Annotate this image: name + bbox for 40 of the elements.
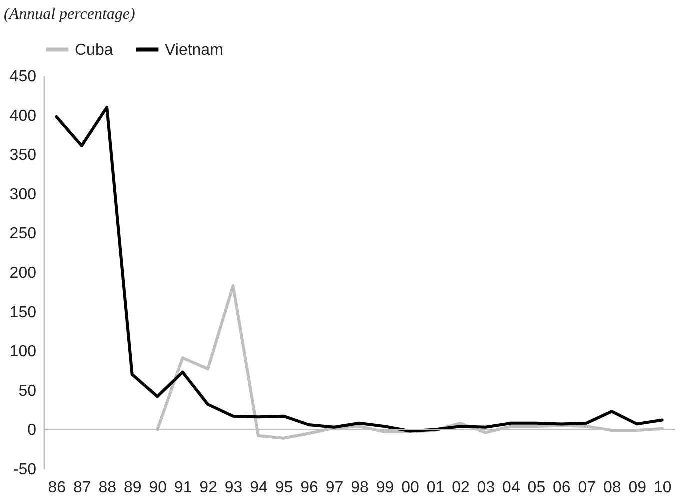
x-tick-label: 07 bbox=[578, 480, 596, 496]
x-tick-label: 91 bbox=[174, 480, 192, 496]
x-tick-label: 88 bbox=[98, 480, 117, 496]
x-tick-label: 96 bbox=[300, 480, 319, 496]
y-tick-label: 400 bbox=[10, 108, 37, 125]
legend-label: Cuba bbox=[75, 42, 114, 59]
x-tick-label: 10 bbox=[654, 480, 672, 496]
x-tick-label: 94 bbox=[250, 480, 268, 496]
x-tick-label: 93 bbox=[224, 480, 243, 496]
x-tick-label: 89 bbox=[124, 480, 142, 496]
y-tick-label: 150 bbox=[10, 304, 37, 322]
y-tick-label: 450 bbox=[10, 68, 37, 86]
x-tick-label: 97 bbox=[326, 480, 344, 496]
x-tick-label: 87 bbox=[73, 480, 92, 496]
y-tick-label: 100 bbox=[10, 344, 37, 361]
x-tick-label: 95 bbox=[275, 480, 294, 496]
x-tick-label: 04 bbox=[502, 480, 520, 496]
line-series bbox=[55, 106, 664, 433]
y-tick-label: 250 bbox=[10, 226, 37, 243]
x-tick-label: 08 bbox=[604, 480, 622, 496]
x-tick-label: 98 bbox=[351, 480, 369, 496]
legend-label: Vietnam bbox=[165, 42, 224, 59]
x-tick-label: 99 bbox=[376, 480, 394, 496]
y-tick-label: 300 bbox=[10, 186, 37, 204]
x-tick-label: 09 bbox=[628, 480, 647, 496]
y-tick-label: 50 bbox=[18, 382, 37, 400]
y-tick-label: 350 bbox=[10, 147, 37, 164]
y-tick-label: 200 bbox=[10, 265, 37, 282]
x-tick-label: 92 bbox=[200, 480, 218, 496]
x-tick-label: 03 bbox=[477, 480, 496, 496]
y-tick-label: -50 bbox=[13, 462, 37, 478]
x-tick-label: 05 bbox=[528, 480, 546, 496]
x-tick-label: 06 bbox=[553, 480, 571, 496]
x-tick-label: 86 bbox=[48, 480, 66, 496]
x-tick-label: 02 bbox=[452, 480, 470, 496]
chart-title: (Annual percentage) bbox=[4, 6, 136, 23]
x-tick-label: 01 bbox=[426, 480, 445, 496]
y-tick-label: 0 bbox=[28, 422, 37, 440]
x-tick-label: 90 bbox=[149, 480, 168, 496]
x-tick-label: 00 bbox=[402, 480, 420, 496]
